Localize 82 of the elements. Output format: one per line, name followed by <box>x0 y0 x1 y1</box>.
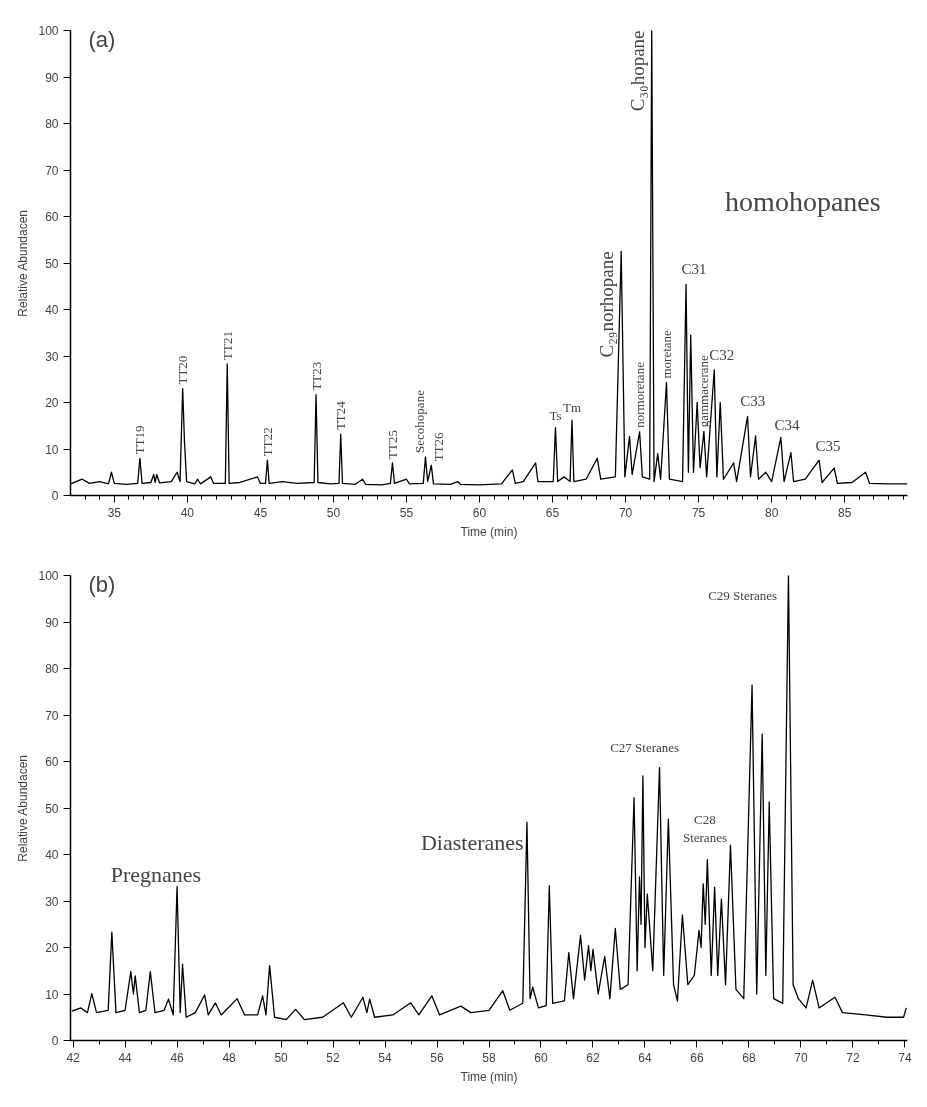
x-tick-label: 50 <box>274 1050 289 1065</box>
x-tick-label: 44 <box>118 1050 133 1065</box>
annotation: Pregnanes <box>110 862 202 888</box>
annotation: Ts <box>549 407 562 423</box>
x-tick-label: 66 <box>690 1050 704 1065</box>
x-tick-label: 85 <box>838 505 852 520</box>
annotation: TT26 <box>430 431 446 462</box>
annotation: C33 <box>740 393 766 410</box>
x-tick-label: 56 <box>430 1050 445 1065</box>
annotation: C₃₀hopane <box>626 30 648 112</box>
y-tick-label: 0 <box>51 1034 59 1048</box>
y-tick-label: 10 <box>45 987 59 1002</box>
y-tick-label: 20 <box>45 941 59 955</box>
y-tick-label: 80 <box>45 117 59 131</box>
annotation: Tm <box>562 400 582 416</box>
annotation: C₂₉norhopane <box>596 251 618 358</box>
annotation: TT23 <box>308 361 324 391</box>
annotation: C32 <box>709 346 735 363</box>
annotation: TT21 <box>219 331 235 360</box>
x-tick-label: 55 <box>399 505 414 520</box>
y-tick-label: 40 <box>45 848 59 862</box>
x-tick-label: 72 <box>846 1050 860 1065</box>
annotation: moretane <box>658 329 674 379</box>
x-tick-label: 80 <box>764 505 779 520</box>
x-tick-label: 60 <box>472 505 487 520</box>
x-tick-label: 62 <box>586 1050 600 1065</box>
y-tick-label: 10 <box>45 442 59 457</box>
x-tick-label: 54 <box>378 1050 393 1065</box>
x-tick-label: 75 <box>691 505 706 520</box>
x-tick-label: 70 <box>794 1050 808 1065</box>
chart-title: (a) <box>88 26 116 52</box>
y-tick-label: 70 <box>45 163 59 178</box>
x-tick-label: 74 <box>898 1050 912 1065</box>
x-tick-label: 46 <box>170 1050 185 1065</box>
y-tick-label: 40 <box>45 303 59 317</box>
annotation: normoretane <box>632 361 648 428</box>
x-tick-label: 50 <box>326 505 341 520</box>
x-tick-label: 52 <box>326 1050 341 1065</box>
y-tick-label: 60 <box>45 210 59 224</box>
annotation: Secohopane <box>411 389 427 453</box>
x-tick-label: 58 <box>482 1050 496 1065</box>
annotation: TT20 <box>175 355 191 385</box>
x-tick-label: 65 <box>545 505 560 520</box>
y-tick-label: 100 <box>38 569 59 583</box>
annotation: C27 Steranes <box>610 739 680 755</box>
annotation: TT25 <box>384 430 400 459</box>
y-axis-title: Relative Abundacen <box>16 754 31 862</box>
x-tick-label: 64 <box>638 1050 652 1065</box>
annotation: homohopanes <box>725 185 881 217</box>
y-tick-label: 90 <box>45 70 59 85</box>
y-tick-label: 100 <box>38 24 59 38</box>
x-tick-label: 42 <box>66 1050 81 1065</box>
y-tick-label: 70 <box>45 708 59 723</box>
annotation: C28 Steranes <box>682 812 727 846</box>
x-axis-title: Time (min) <box>460 524 518 539</box>
chart-title: (b) <box>88 571 116 597</box>
y-tick-label: 60 <box>45 755 59 769</box>
y-tick-label: 30 <box>45 349 59 364</box>
annotation: TT19 <box>132 425 148 455</box>
annotation: Diasteranes <box>420 829 524 855</box>
x-tick-label: 68 <box>742 1050 756 1065</box>
annotation: TT22 <box>259 427 275 457</box>
annotation: TT24 <box>333 400 349 431</box>
annotation: C29 Steranes <box>708 588 778 604</box>
y-axis-title: Relative Abundacen <box>16 209 31 317</box>
y-tick-label: 90 <box>45 615 59 630</box>
x-tick-label: 48 <box>222 1050 237 1065</box>
y-tick-label: 30 <box>45 894 59 909</box>
y-tick-label: 20 <box>45 396 59 410</box>
y-tick-label: 50 <box>45 801 59 816</box>
x-tick-label: 35 <box>107 505 122 520</box>
x-tick-label: 70 <box>618 505 633 520</box>
x-tick-label: 45 <box>253 505 268 520</box>
y-tick-label: 0 <box>51 489 59 503</box>
y-tick-label: 80 <box>45 662 59 676</box>
annotation: C34 <box>774 416 800 433</box>
y-tick-label: 50 <box>45 256 59 271</box>
annotation: C31 <box>681 260 707 277</box>
x-axis-title: Time (min) <box>460 1069 518 1084</box>
x-tick-label: 40 <box>180 505 195 520</box>
annotation: C35 <box>815 437 841 454</box>
x-tick-label: 60 <box>534 1050 548 1065</box>
